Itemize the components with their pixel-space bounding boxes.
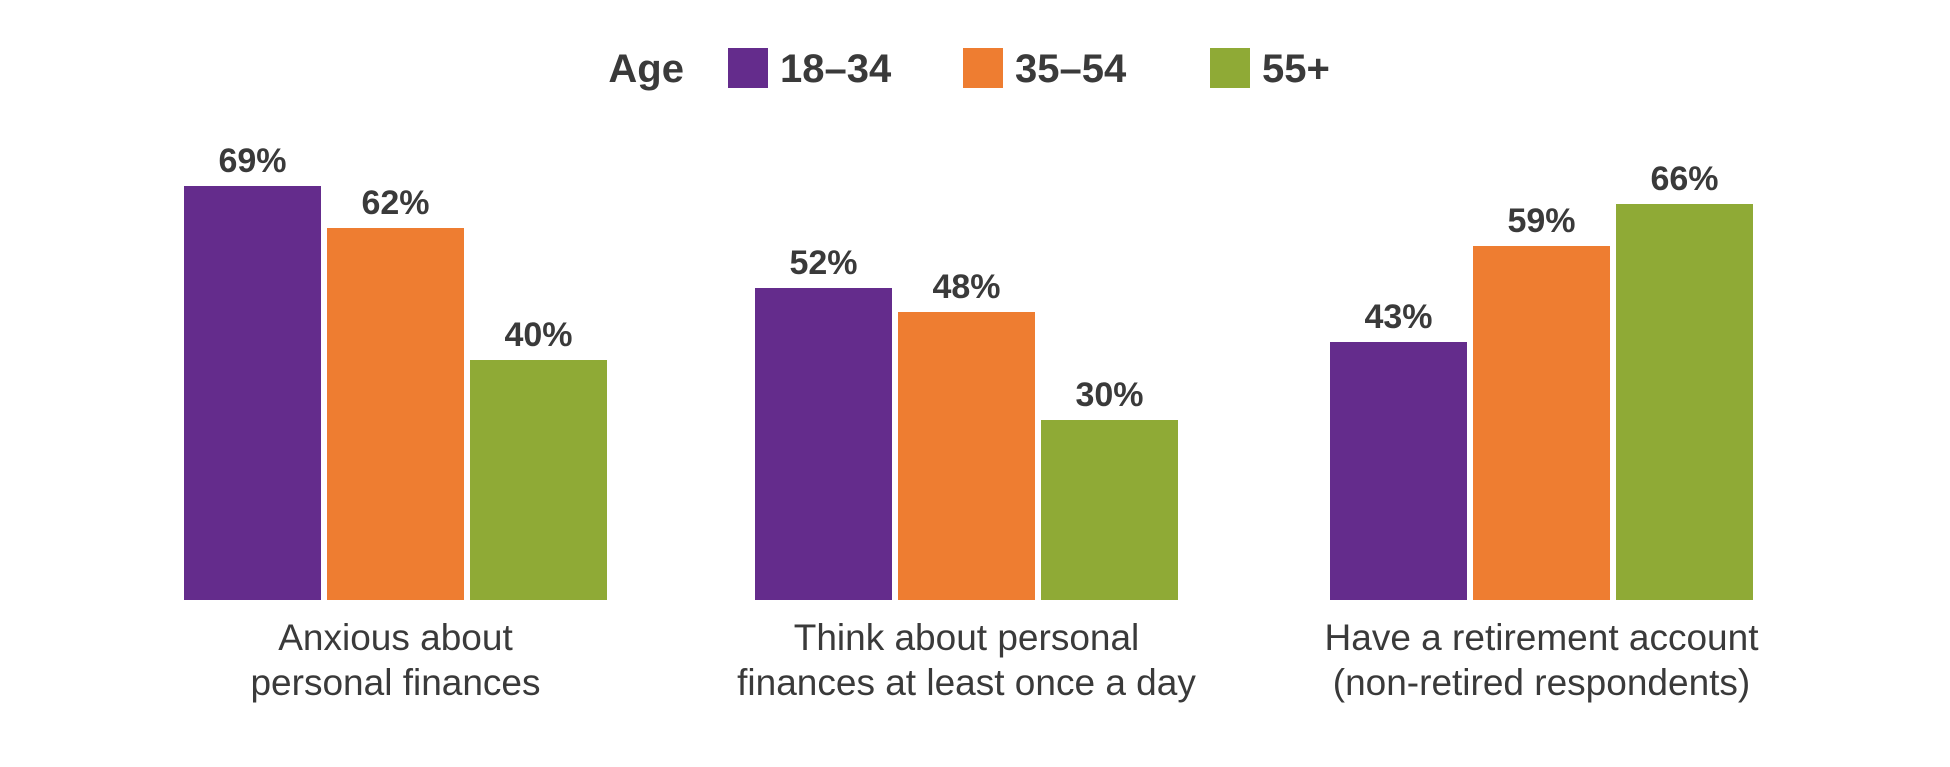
bar-0-2 <box>470 360 607 600</box>
category-label-2-line-1: (non-retired respondents) <box>1333 662 1751 703</box>
bar-2-0 <box>1330 342 1467 600</box>
data-label-0-1: 62% <box>361 184 429 222</box>
bar-1-1 <box>898 312 1035 600</box>
data-label-0-2: 40% <box>504 316 572 354</box>
category-label-0-line-1: personal finances <box>250 662 540 703</box>
bars-group <box>184 186 1753 600</box>
legend-label-0: 18–34 <box>780 47 892 91</box>
data-label-2-2: 66% <box>1650 160 1718 198</box>
category-label-1-line-0: Think about personal <box>794 617 1140 658</box>
data-label-1-1: 48% <box>932 268 1000 306</box>
legend-label-2: 55+ <box>1262 47 1330 91</box>
bar-1-0 <box>755 288 892 600</box>
category-label-2-line-0: Have a retirement account <box>1325 617 1760 658</box>
data-label-1-0: 52% <box>789 244 857 282</box>
data-label-1-2: 30% <box>1075 376 1143 414</box>
value-labels-group: 69% 62% 40% 52% 48% 30% 43% 59% 66% <box>218 142 1718 414</box>
bar-2-1 <box>1473 246 1610 600</box>
bar-1-2 <box>1041 420 1178 600</box>
legend-label-1: 35–54 <box>1015 47 1127 91</box>
bar-0-0 <box>184 186 321 600</box>
legend-swatch-0 <box>728 48 768 88</box>
data-label-2-0: 43% <box>1364 298 1432 336</box>
legend-swatch-2 <box>1210 48 1250 88</box>
category-label-1-line-1: finances at least once a day <box>737 662 1196 703</box>
bar-2-2 <box>1616 204 1753 600</box>
legend-swatch-1 <box>963 48 1003 88</box>
legend-title: Age <box>608 47 684 91</box>
data-label-0-0: 69% <box>218 142 286 180</box>
bar-0-1 <box>327 228 464 600</box>
legend: Age 18–34 35–54 55+ <box>608 47 1329 91</box>
category-label-0-line-0: Anxious about <box>278 617 513 658</box>
data-label-2-1: 59% <box>1507 202 1575 240</box>
